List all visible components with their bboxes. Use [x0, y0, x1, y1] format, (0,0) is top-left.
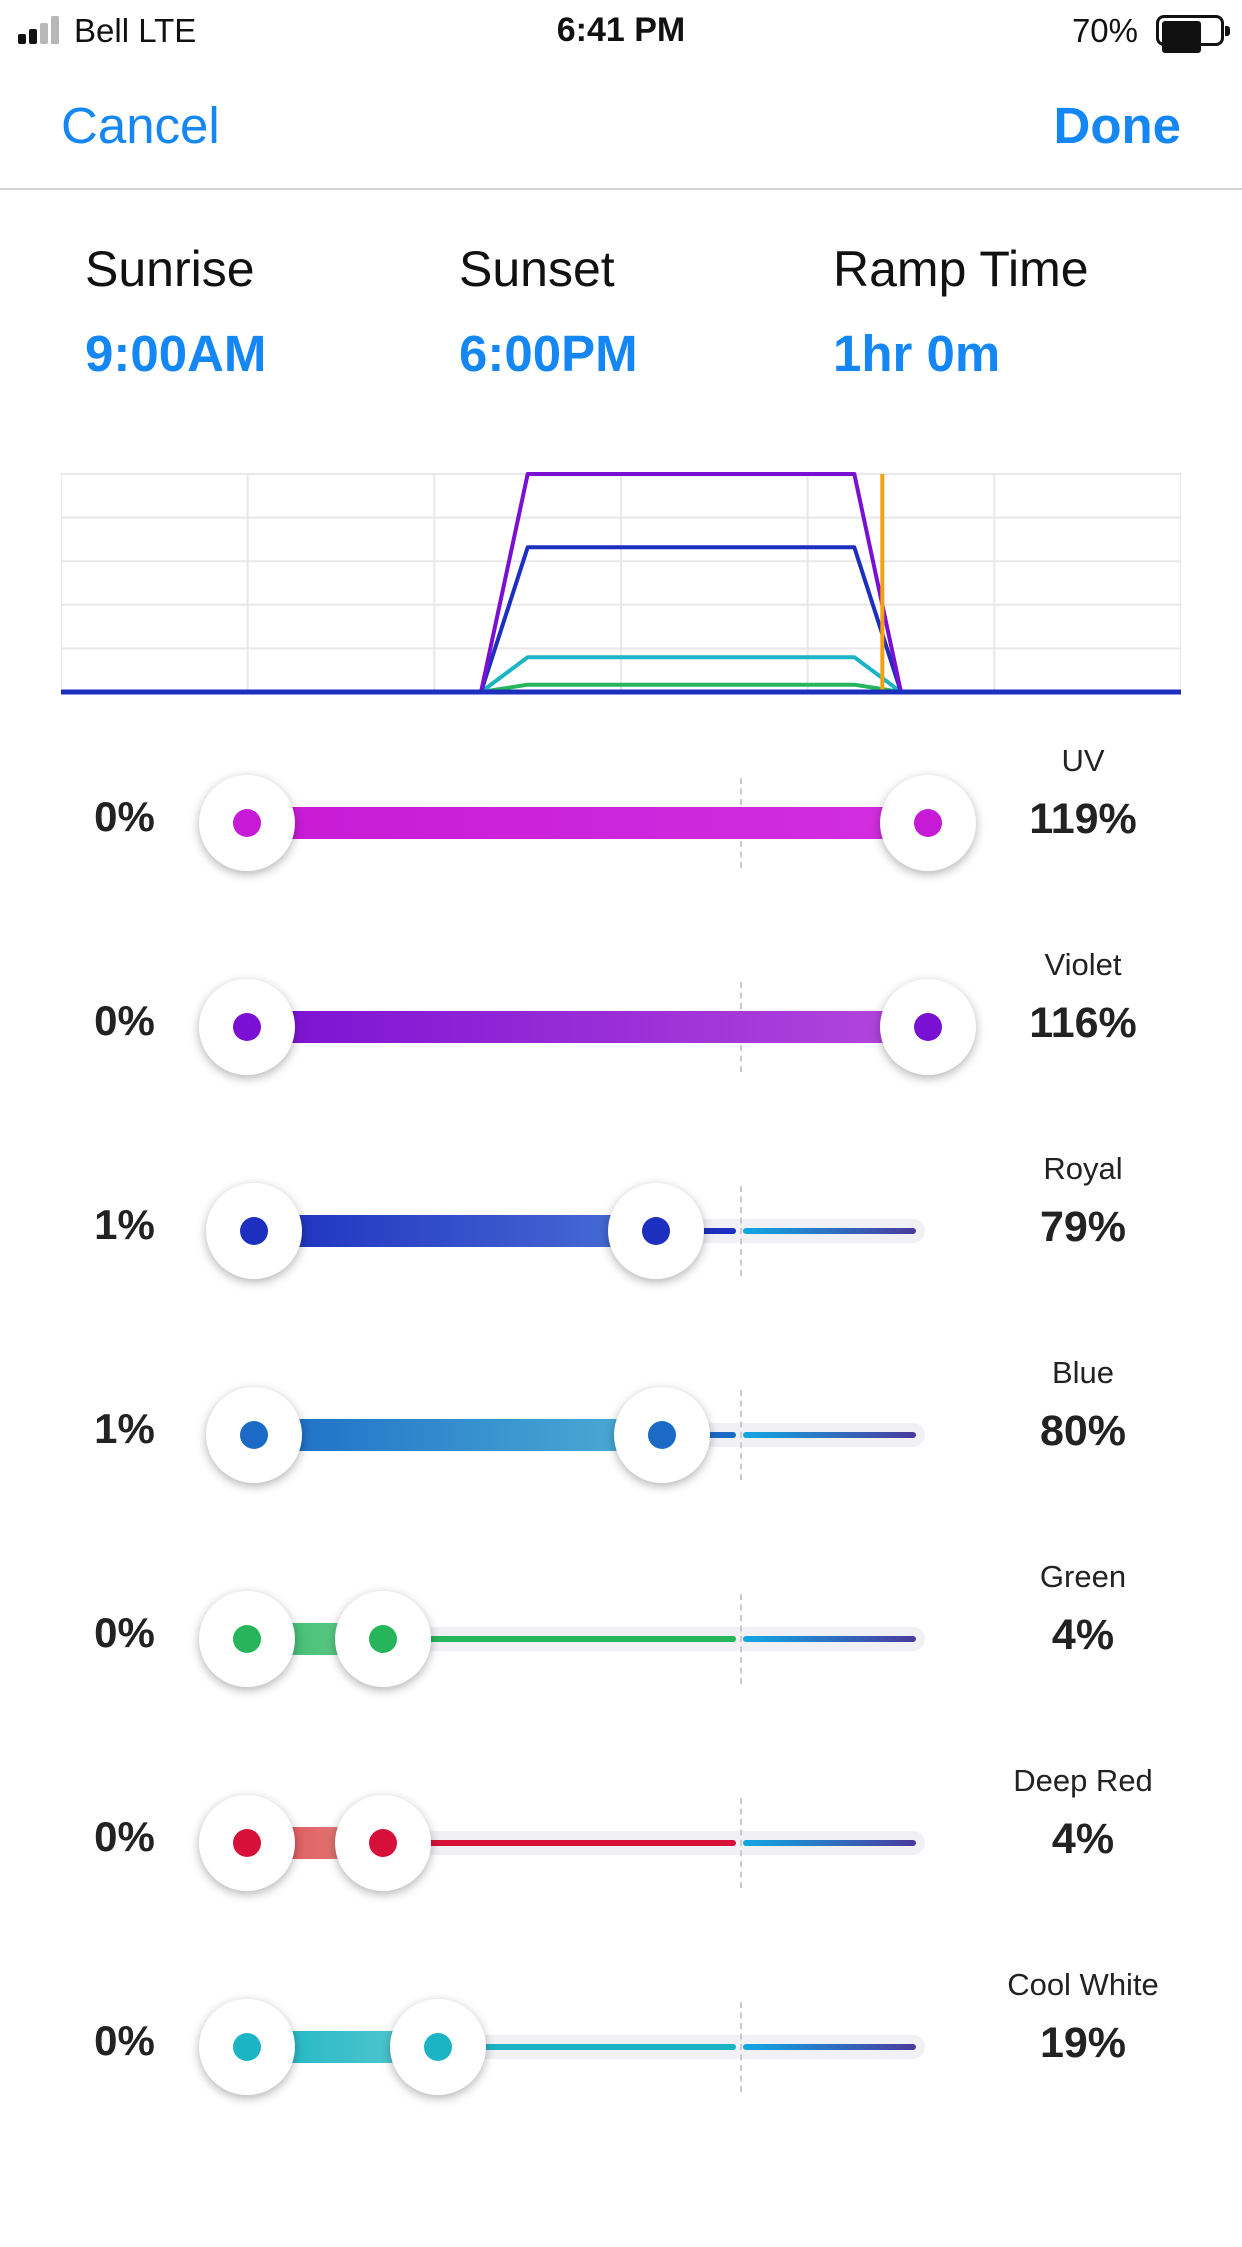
- sunset-setting: Sunset 6:00PM: [459, 240, 638, 383]
- knob-dot: [648, 1421, 677, 1449]
- channel-max-value: 4%: [1051, 1815, 1115, 1863]
- channel-min-value: 0%: [94, 997, 155, 1044]
- knob-dot: [239, 1421, 268, 1449]
- knob-dot: [233, 1829, 261, 1857]
- sunset-time-value[interactable]: 6:00PM: [459, 325, 638, 382]
- channel-name: Green: [1039, 1559, 1127, 1594]
- channel-min-value: 0%: [94, 2017, 155, 2064]
- knob-dot: [641, 1217, 670, 1245]
- cancel-button[interactable]: Cancel: [61, 97, 220, 154]
- channel-max-value: 80%: [1039, 1407, 1127, 1455]
- sunrise-setting: Sunrise 9:00AM: [85, 240, 266, 383]
- battery-icon: [1156, 15, 1230, 53]
- done-button[interactable]: Done: [1053, 97, 1182, 154]
- sunrise-time-value[interactable]: 9:00AM: [85, 325, 267, 382]
- min-intensity-knob[interactable]: [199, 1795, 295, 1891]
- channel-name: Cool White: [1007, 1967, 1159, 2002]
- knob-dot: [423, 2033, 452, 2061]
- knob-dot: [369, 1829, 398, 1857]
- slider-overdrive-track: [743, 1432, 916, 1438]
- channel-name: Deep Red: [1013, 1763, 1153, 1798]
- intensity-schedule-chart: [61, 472, 1181, 695]
- max-intensity-knob[interactable]: [614, 1387, 711, 1483]
- max-intensity-knob[interactable]: [607, 1183, 704, 1279]
- channel-name: Violet: [1044, 947, 1122, 982]
- channel-name: Blue: [1051, 1355, 1115, 1390]
- channel-row-deep-red: 0% Deep Red 4%: [0, 1763, 1242, 2043]
- ramp-time-setting: Ramp Time 1hr 0m: [833, 240, 1089, 383]
- channel-row-royal: 1% Royal 79%: [0, 1151, 1242, 1431]
- slider-overdrive-track: [743, 1840, 916, 1846]
- slider-range-fill: [247, 807, 928, 839]
- ramp-time-value[interactable]: 1hr 0m: [833, 325, 1001, 382]
- channel-row-uv: 0% UV 119%: [0, 743, 1242, 1023]
- min-intensity-knob[interactable]: [199, 1999, 295, 2095]
- battery-percent: 70%: [1071, 12, 1138, 49]
- slider-remaining-track: [383, 1636, 736, 1642]
- knob-dot: [233, 2033, 261, 2061]
- knob-dot: [233, 1625, 261, 1653]
- sunrise-label: Sunrise: [85, 241, 255, 297]
- status-time: 6:41 PM: [556, 11, 686, 49]
- navigation-bar: Cancel Done: [0, 62, 1242, 190]
- channel-min-value: 1%: [94, 1201, 155, 1248]
- channel-max-value: 4%: [1051, 1611, 1115, 1659]
- knob-dot: [914, 809, 942, 837]
- slider-range-fill: [253, 1419, 663, 1451]
- min-intensity-knob[interactable]: [199, 1591, 295, 1687]
- slider-remaining-track: [437, 2044, 736, 2050]
- ramp-time-label: Ramp Time: [833, 241, 1089, 297]
- channel-max-value: 19%: [1039, 2019, 1127, 2067]
- slider-range-fill: [247, 1011, 928, 1043]
- channel-name: UV: [1061, 743, 1105, 778]
- knob-dot: [239, 1217, 268, 1245]
- knob-dot: [914, 1013, 942, 1041]
- slider-range-fill: [253, 1215, 656, 1247]
- slider-100-percent-marker: [740, 1798, 742, 1888]
- min-intensity-knob[interactable]: [205, 1183, 302, 1279]
- channel-row-violet: 0% Violet 116%: [0, 947, 1242, 1227]
- channel-max-value: 119%: [1029, 795, 1137, 843]
- slider-100-percent-marker: [740, 1186, 742, 1276]
- channel-max-value: 116%: [1029, 999, 1137, 1047]
- status-bar: Bell LTE 6:41 PM 70%: [0, 0, 1242, 62]
- min-intensity-knob[interactable]: [199, 979, 295, 1075]
- channel-min-value: 1%: [94, 1405, 155, 1452]
- max-intensity-knob[interactable]: [880, 775, 976, 871]
- max-intensity-knob[interactable]: [389, 1999, 486, 2095]
- min-intensity-knob[interactable]: [199, 775, 295, 871]
- channel-row-blue: 1% Blue 80%: [0, 1355, 1242, 1635]
- slider-100-percent-marker: [740, 1390, 742, 1480]
- slider-100-percent-marker: [740, 2002, 742, 2092]
- slider-overdrive-track: [743, 1636, 916, 1642]
- channel-name: Royal: [1043, 1151, 1123, 1186]
- sunset-label: Sunset: [459, 241, 615, 297]
- signal-strength-icon: [18, 16, 68, 44]
- max-intensity-knob[interactable]: [335, 1795, 432, 1891]
- channel-max-value: 79%: [1039, 1203, 1127, 1251]
- slider-remaining-track: [383, 1840, 736, 1846]
- slider-overdrive-track: [743, 2044, 916, 2050]
- max-intensity-knob[interactable]: [880, 979, 976, 1075]
- channel-row-cool-white: 0% Cool White 19%: [0, 1967, 1242, 2247]
- min-intensity-knob[interactable]: [205, 1387, 302, 1483]
- slider-100-percent-marker: [740, 1594, 742, 1684]
- channel-row-green: 0% Green 4%: [0, 1559, 1242, 1839]
- slider-overdrive-track: [743, 1228, 916, 1234]
- channel-min-value: 0%: [94, 1609, 155, 1656]
- max-intensity-knob[interactable]: [335, 1591, 432, 1687]
- carrier-label: Bell LTE: [74, 12, 197, 49]
- channel-min-value: 0%: [94, 793, 155, 840]
- channel-min-value: 0%: [94, 1813, 155, 1860]
- knob-dot: [233, 1013, 261, 1041]
- knob-dot: [369, 1625, 398, 1653]
- knob-dot: [233, 809, 261, 837]
